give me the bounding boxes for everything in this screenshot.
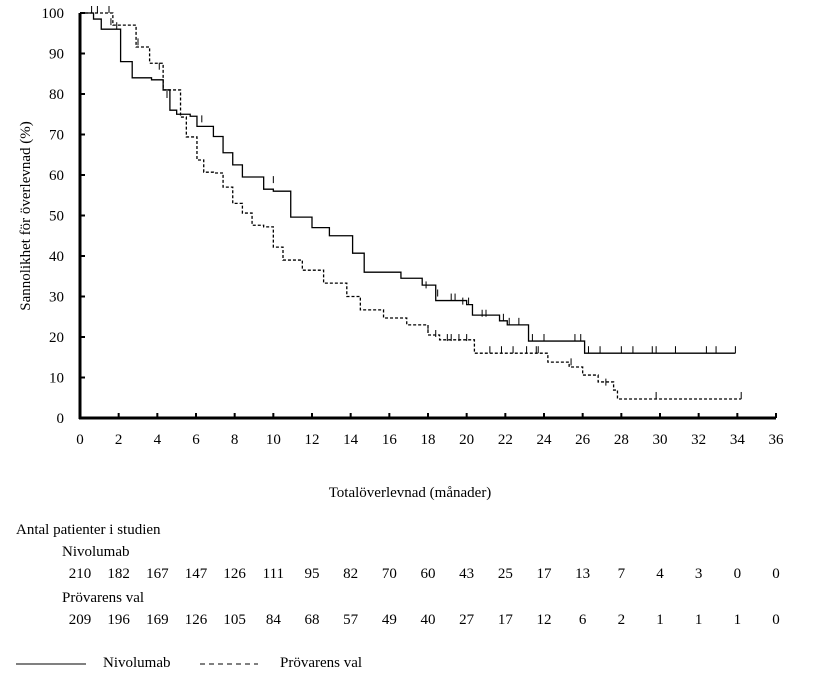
survival-curves [80,6,742,400]
x-tick-label: 8 [231,432,239,448]
x-tick-label: 4 [154,432,162,448]
x-tick-label: 22 [498,432,513,448]
x-tick-label: 24 [537,432,553,448]
x-tick-label: 30 [653,432,668,448]
y-tick-label: 50 [49,209,64,225]
y-tick-label: 40 [49,249,64,265]
risk-table-title: Antal patienter i studien [16,522,161,538]
risk-count: 17 [497,612,513,628]
y-axis-label: Sannolikhet för överlevnad (%) [18,121,34,311]
y-tick-label: 20 [49,330,64,346]
risk-count: 147 [184,566,208,582]
risk-count: 111 [262,566,285,582]
risk-count: 25 [497,566,513,582]
legend-label-provarens-val: Prövarens val [280,655,362,671]
risk-count: 0 [733,566,742,582]
risk-count: 1 [694,612,703,628]
risk-count: 105 [223,612,246,628]
risk-count: 2 [617,612,626,628]
risk-count: 7 [617,566,626,582]
x-tick-label: 2 [115,432,123,448]
y-tick-label: 10 [49,371,64,387]
risk-count: 82 [343,566,359,582]
risk-count: 210 [68,566,92,582]
km-curve-nivolumab [80,12,736,354]
x-axis-label: Totalöverlevnad (månader) [329,485,492,501]
risk-count: 70 [381,566,397,582]
legend-label-nivolumab: Nivolumab [103,655,171,671]
risk-count: 43 [459,566,475,582]
y-tick-label: 80 [49,87,64,103]
risk-count: 126 [184,612,208,628]
risk-count: 57 [343,612,359,628]
risk-count: 196 [107,612,130,628]
x-tick-label: 10 [266,432,281,448]
risk-count: 84 [265,612,281,628]
y-tick-label: 90 [49,47,64,63]
risk-count: 209 [68,612,92,628]
x-tick-label: 0 [76,432,84,448]
x-tick-label: 28 [614,432,629,448]
y-tick-label: 100 [42,6,65,22]
risk-count: 1 [656,612,664,628]
risk-count: 40 [420,612,436,628]
risk-count: 27 [459,612,475,628]
x-tick-label: 20 [459,432,474,448]
x-tick-label: 34 [730,432,746,448]
risk-count: 17 [536,566,552,582]
risk-count: 169 [146,612,169,628]
risk-count: 12 [536,612,552,628]
risk-count: 4 [656,566,664,582]
risk-count: 0 [772,612,780,628]
y-tick-label: 0 [57,411,65,427]
risk-count: 1 [733,612,742,628]
risk-count: 60 [420,566,436,582]
y-tick-label: 30 [49,290,64,306]
x-tick-label: 18 [421,432,436,448]
risk-count: 6 [578,612,587,628]
y-tick-label: 60 [49,168,64,184]
risk-row-label-provarens-val: Prövarens val [62,590,145,606]
x-tick-label: 14 [343,432,359,448]
x-tick-label: 36 [769,432,785,448]
y-tick-label: 70 [49,128,64,144]
risk-count: 49 [381,612,397,628]
risk-count: 13 [575,566,591,582]
risk-count: 126 [223,566,246,582]
x-tick-label: 12 [305,432,320,448]
risk-row-label-nivolumab: Nivolumab [62,544,130,560]
risk-count: 182 [107,566,130,582]
risk-count: 0 [772,566,780,582]
risk-count: 167 [146,566,169,582]
risk-count: 68 [304,612,320,628]
km-curve-provarens-val [80,12,742,400]
risk-count: 3 [694,566,703,582]
x-tick-label: 32 [691,432,706,448]
x-tick-label: 6 [192,432,200,448]
legend: Nivolumab Prövarens val [16,655,362,671]
x-tick-label: 26 [575,432,591,448]
x-tick-label: 16 [382,432,398,448]
risk-count: 95 [304,566,320,582]
